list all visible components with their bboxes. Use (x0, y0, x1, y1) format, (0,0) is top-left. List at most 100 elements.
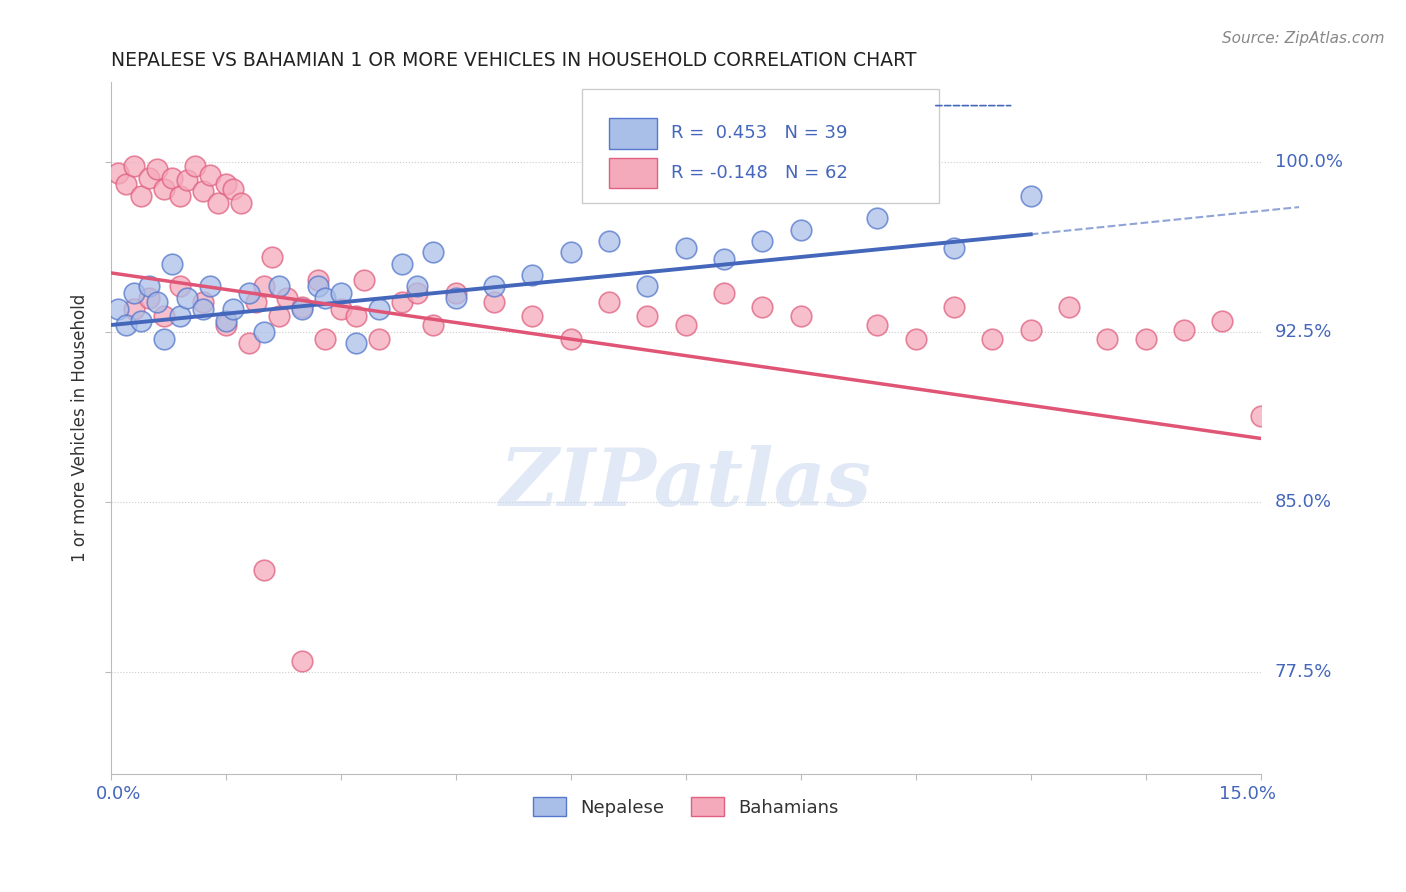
Text: R =  0.453   N = 39: R = 0.453 N = 39 (671, 125, 848, 143)
Point (522, 268, 544, 282)
Point (866, 211, 889, 226)
Point (444, 291, 467, 305)
Point (713, 252, 735, 267)
Point (222, 182, 245, 196)
Point (145, 295, 167, 310)
Point (406, 279, 429, 293)
Point (422, 318, 444, 332)
Point (598, 234, 620, 248)
FancyBboxPatch shape (582, 89, 939, 203)
Text: R = -0.148   N = 62: R = -0.148 N = 62 (671, 164, 848, 182)
Point (153, 309, 176, 323)
Point (368, 302, 391, 317)
Point (314, 332, 336, 346)
Point (215, 313, 238, 327)
Point (107, 166, 129, 180)
Point (260, 250, 283, 264)
Text: 77.5%: 77.5% (1274, 663, 1331, 681)
Point (253, 279, 276, 293)
Point (444, 286, 467, 301)
Point (560, 332, 582, 346)
Point (291, 654, 314, 668)
Text: 0.0%: 0.0% (96, 786, 141, 804)
Point (675, 241, 697, 255)
Point (1057, 300, 1080, 314)
Point (238, 336, 260, 351)
Point (269, 309, 291, 323)
Point (1097, 332, 1119, 346)
Point (115, 178, 138, 192)
Point (482, 279, 505, 293)
Point (307, 279, 329, 293)
Point (790, 309, 813, 323)
Point (981, 332, 1004, 346)
Point (160, 170, 183, 185)
Text: Source: ZipAtlas.com: Source: ZipAtlas.com (1222, 31, 1385, 46)
Text: 92.5%: 92.5% (1274, 323, 1331, 341)
Y-axis label: 1 or more Vehicles in Household: 1 or more Vehicles in Household (72, 294, 89, 562)
Point (138, 279, 160, 293)
Point (238, 286, 260, 301)
Point (145, 161, 167, 176)
Point (314, 291, 336, 305)
Point (751, 300, 773, 314)
Point (207, 195, 229, 210)
Point (391, 257, 413, 271)
Point (790, 223, 813, 237)
Point (245, 295, 267, 310)
Point (191, 295, 214, 310)
Point (307, 273, 329, 287)
Point (107, 302, 129, 317)
Point (422, 245, 444, 260)
Point (122, 159, 145, 173)
Point (215, 178, 238, 192)
Point (904, 332, 927, 346)
Point (406, 286, 429, 301)
Legend: Nepalese, Bahamians: Nepalese, Bahamians (526, 790, 845, 824)
Point (522, 309, 544, 323)
Text: ZIPatlas: ZIPatlas (499, 445, 872, 523)
Point (636, 279, 658, 293)
Text: 100.0%: 100.0% (1274, 153, 1343, 170)
Point (751, 234, 773, 248)
Point (131, 188, 153, 202)
Point (115, 318, 138, 332)
Point (291, 302, 314, 317)
Point (329, 302, 352, 317)
Point (153, 182, 176, 196)
Point (138, 291, 160, 305)
Point (1019, 322, 1042, 336)
Point (122, 302, 145, 317)
Point (713, 286, 735, 301)
Text: NEPALESE VS BAHAMIAN 1 OR MORE VEHICLES IN HOUSEHOLD CORRELATION CHART: NEPALESE VS BAHAMIAN 1 OR MORE VEHICLES … (111, 51, 917, 70)
Point (943, 300, 966, 314)
Point (131, 313, 153, 327)
Point (943, 241, 966, 255)
Point (215, 318, 238, 332)
Point (344, 336, 367, 351)
Point (368, 332, 391, 346)
Point (253, 563, 276, 577)
Point (1135, 332, 1157, 346)
Point (1019, 188, 1042, 202)
Point (200, 279, 222, 293)
Point (153, 332, 176, 346)
Point (160, 257, 183, 271)
Point (184, 159, 207, 173)
Point (169, 309, 191, 323)
Point (169, 279, 191, 293)
Point (675, 318, 697, 332)
Text: 85.0%: 85.0% (1274, 493, 1331, 511)
Point (176, 291, 198, 305)
Point (636, 309, 658, 323)
Text: 15.0%: 15.0% (1219, 786, 1277, 804)
Point (1250, 409, 1272, 423)
FancyBboxPatch shape (609, 119, 657, 149)
Point (276, 291, 298, 305)
Point (329, 286, 352, 301)
Point (122, 286, 145, 301)
Point (253, 325, 276, 339)
Point (269, 279, 291, 293)
Point (344, 309, 367, 323)
Point (200, 169, 222, 183)
